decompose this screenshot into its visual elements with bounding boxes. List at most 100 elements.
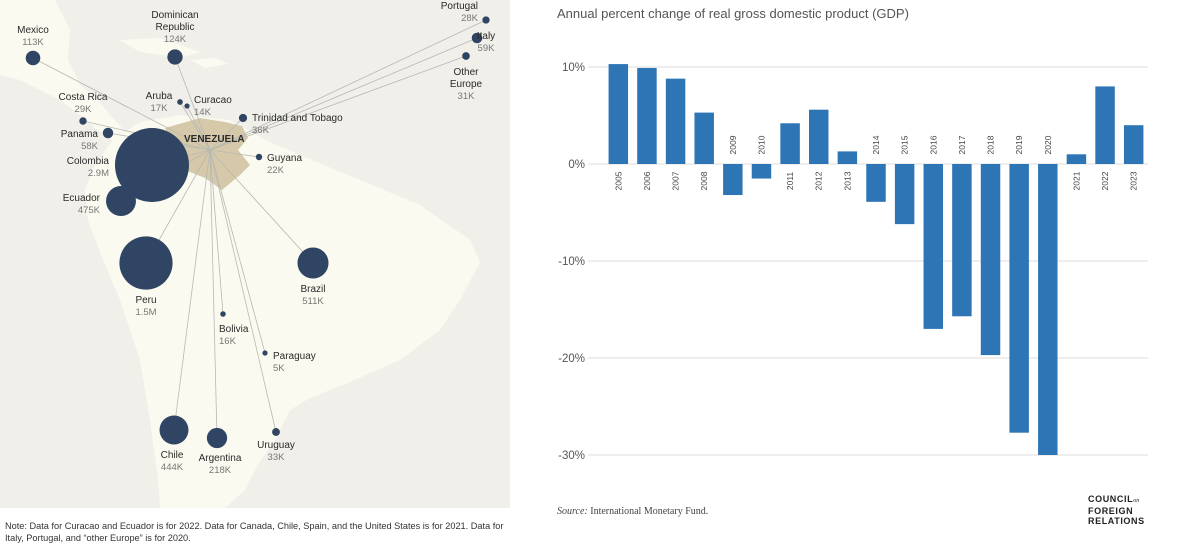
label-bolivia: Bolivia	[219, 324, 249, 335]
bar-2013	[837, 151, 858, 164]
y-tick-label: -10%	[558, 256, 585, 268]
value-paraguay: 5K	[273, 363, 285, 374]
flow-line-bolivia	[209, 149, 224, 315]
bar-2017	[952, 164, 972, 317]
migration-map: VENEZUELA Mexico 113K Dominican Republic 124…	[0, 0, 510, 508]
x-tick-label: 2021	[1071, 171, 1081, 190]
value-other-europe: 31K	[458, 91, 476, 102]
venezuela-shape	[162, 118, 250, 190]
bar-2005	[608, 64, 629, 164]
value-bolivia: 16K	[219, 336, 237, 347]
bubble-portugal	[482, 16, 490, 24]
logo-line1: COUNCIL	[1088, 494, 1134, 504]
value-chile: 444K	[161, 462, 184, 473]
value-ecuador: 475K	[78, 205, 101, 216]
bubble-ecuador	[106, 186, 136, 216]
central-america-land	[0, 0, 128, 140]
logo-line2: FOREIGN	[1088, 506, 1134, 516]
label-peru: Peru	[135, 295, 156, 306]
flow-line-argentina	[209, 149, 218, 439]
value-brazil: 511K	[302, 296, 324, 307]
y-axis-labels: 10% 0% -10% -20% -30%	[558, 62, 585, 462]
value-guyana: 22K	[267, 165, 285, 176]
x-tick-label: 2007	[671, 171, 681, 190]
flow-line-dominican-republic	[174, 56, 211, 151]
x-tick-label: 2009	[728, 135, 738, 154]
bubble-italy	[471, 32, 483, 44]
south-america-land	[85, 115, 480, 508]
label-ecuador: Ecuador	[63, 193, 101, 204]
flow-line-aruba	[179, 101, 211, 151]
x-tick-label: 2020	[1043, 135, 1053, 154]
flow-line-uruguay	[209, 149, 277, 433]
x-axis-labels: 2005 2006 2007 2008 2009 2010 2011 2012 2013 2014…	[613, 135, 1138, 190]
x-tick-label: 2022	[1100, 171, 1110, 190]
bubble-dominican-republic	[167, 49, 183, 65]
y-tick-label: -20%	[558, 353, 585, 365]
bubble-panama	[102, 127, 114, 139]
bubble-brazil	[297, 247, 329, 279]
bar-2021	[1066, 154, 1087, 164]
x-tick-label: 2012	[814, 171, 824, 190]
x-tick-label: 2013	[842, 171, 852, 190]
label-guyana: Guyana	[267, 153, 302, 164]
x-tick-label: 2008	[699, 171, 709, 190]
label-paraguay: Paraguay	[273, 351, 316, 362]
chart-title: Annual percent change of real gross dome…	[557, 6, 909, 21]
label-panama: Panama	[61, 129, 99, 140]
flow-line-other-europe	[209, 55, 467, 151]
label-curacao: Curacao	[194, 95, 232, 106]
value-mexico: 113K	[22, 37, 44, 48]
value-portugal: 28K	[461, 13, 479, 24]
label-brazil: Brazil	[300, 284, 325, 295]
bubble-uruguay	[272, 428, 280, 436]
source-note: Source: International Monetary Fund.	[557, 506, 708, 517]
destination-bubbles	[25, 16, 490, 449]
label-mexico: Mexico	[17, 25, 49, 36]
value-peru: 1.5M	[135, 307, 156, 318]
value-italy: 59K	[478, 43, 496, 54]
source-label: Source:	[557, 506, 588, 517]
bubble-aruba	[177, 99, 183, 105]
bar-2010	[751, 164, 772, 179]
map-note: Note: Data for Curacao and Ecuador is fo…	[5, 521, 504, 543]
bar-2023	[1123, 125, 1144, 164]
bar-2018	[980, 164, 1001, 356]
value-argentina: 218K	[209, 465, 232, 476]
value-colombia: 2.9M	[88, 168, 109, 179]
bubble-paraguay	[262, 350, 268, 356]
bubble-other-europe	[462, 52, 470, 60]
bar-2008	[694, 112, 714, 164]
chart-bars	[608, 64, 1144, 455]
y-tick-label: -30%	[558, 450, 585, 462]
label-other-europe: Other Europe	[450, 67, 483, 90]
x-tick-label: 2016	[928, 135, 938, 154]
bar-2022	[1095, 86, 1115, 164]
label-colombia: Colombia	[67, 156, 110, 167]
bubble-argentina	[206, 427, 228, 449]
x-tick-label: 2005	[613, 171, 623, 190]
bar-2016	[923, 164, 943, 329]
x-tick-label: 2006	[642, 171, 652, 190]
bubble-trinidad-and-tobago	[238, 113, 248, 123]
logo-small: on	[1133, 498, 1140, 504]
flow-line-curacao	[186, 105, 211, 151]
bubble-curacao	[184, 103, 190, 109]
x-tick-label: 2011	[785, 172, 795, 191]
flow-line-italy	[209, 37, 478, 151]
bar-2011	[780, 123, 800, 164]
label-costa-rica: Costa Rica	[59, 92, 108, 103]
bubble-bolivia	[220, 311, 226, 317]
flow-line-chile	[173, 149, 211, 431]
y-tick-label: 0%	[568, 159, 585, 171]
label-argentina: Argentina	[199, 453, 242, 464]
bar-2012	[809, 109, 829, 164]
bar-2019	[1009, 164, 1029, 433]
cfr-logo: COUNCILon FOREIGN RELATIONS	[1088, 494, 1145, 526]
value-curacao: 14K	[194, 107, 212, 118]
flow-line-trinidad-and-tobago	[209, 117, 244, 151]
bar-2015	[894, 164, 915, 225]
